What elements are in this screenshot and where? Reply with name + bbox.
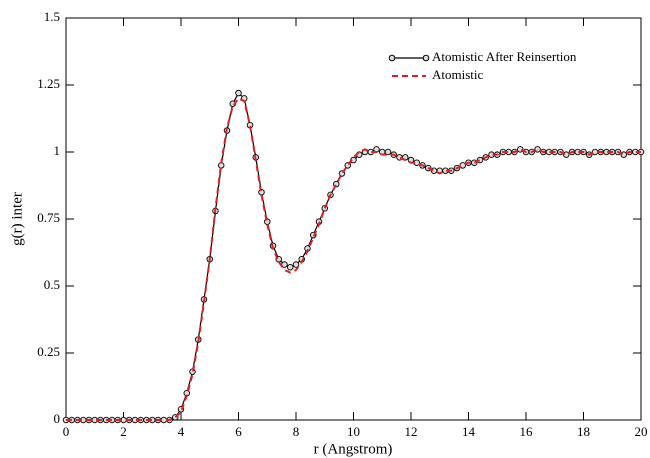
data-point [287,263,294,271]
y-tick-label: 1.25 [37,76,60,91]
x-tick-label: 14 [462,424,476,439]
x-tick-label: 6 [235,424,242,439]
x-tick-label: 4 [178,424,185,439]
legend-label: Atomistic After Reinsertion [432,49,577,64]
series-line [66,92,641,421]
y-tick-label: 0 [54,411,61,426]
data-point [384,148,392,156]
data-point [459,162,467,169]
x-tick-label: 18 [577,424,590,439]
legend-marker [422,54,430,62]
x-tick-label: 2 [120,424,127,439]
y-tick-label: 0.5 [44,277,60,292]
x-tick-label: 16 [520,424,534,439]
x-tick-label: 8 [293,424,300,439]
x-tick-label: 20 [635,424,648,439]
y-tick-label: 0.75 [37,210,60,225]
x-tick-label: 0 [63,424,70,439]
series-line [66,97,641,421]
legend-marker [388,54,396,62]
y-tick-label: 1.5 [44,9,60,24]
data-point [235,89,242,97]
y-axis-label: g(r) inter [9,192,25,246]
y-tick-label: 0.25 [37,344,60,359]
x-axis-label: r (Angstrom) [314,441,393,457]
plot-frame [65,17,642,421]
y-tick-label: 1 [54,143,61,158]
data-point [292,261,300,268]
x-tick-label: 12 [405,424,418,439]
legend-label: Atomistic [432,67,484,82]
data-point [217,162,225,169]
x-tick-label: 10 [347,424,360,439]
